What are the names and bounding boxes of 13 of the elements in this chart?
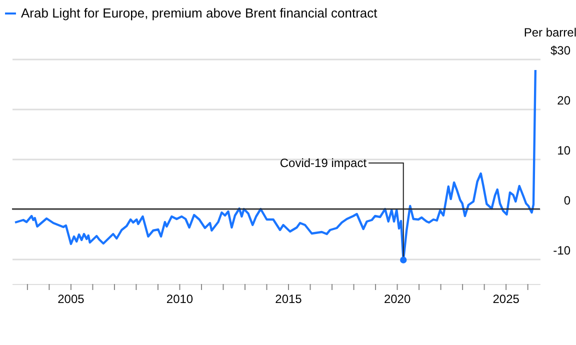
x-tick-label: 2020 <box>384 292 411 306</box>
annotation: Covid-19 impact <box>280 156 368 170</box>
y-tick-label: $30 <box>550 44 571 58</box>
y-tick-label: 0 <box>564 194 571 208</box>
y-tick-label: 20 <box>557 94 571 108</box>
x-tick-label: 2025 <box>492 292 520 306</box>
y-tick-label: -10 <box>553 244 571 258</box>
legend-label: Arab Light for Europe, premium above Brent financial contract <box>21 6 378 20</box>
y-axis-title: Per barrel <box>524 26 576 40</box>
x-tick-label: 2015 <box>275 292 302 306</box>
x-tick-label: 2010 <box>166 292 194 306</box>
y-tick-label: 10 <box>557 144 571 158</box>
x-tick-label: 2005 <box>58 292 85 306</box>
